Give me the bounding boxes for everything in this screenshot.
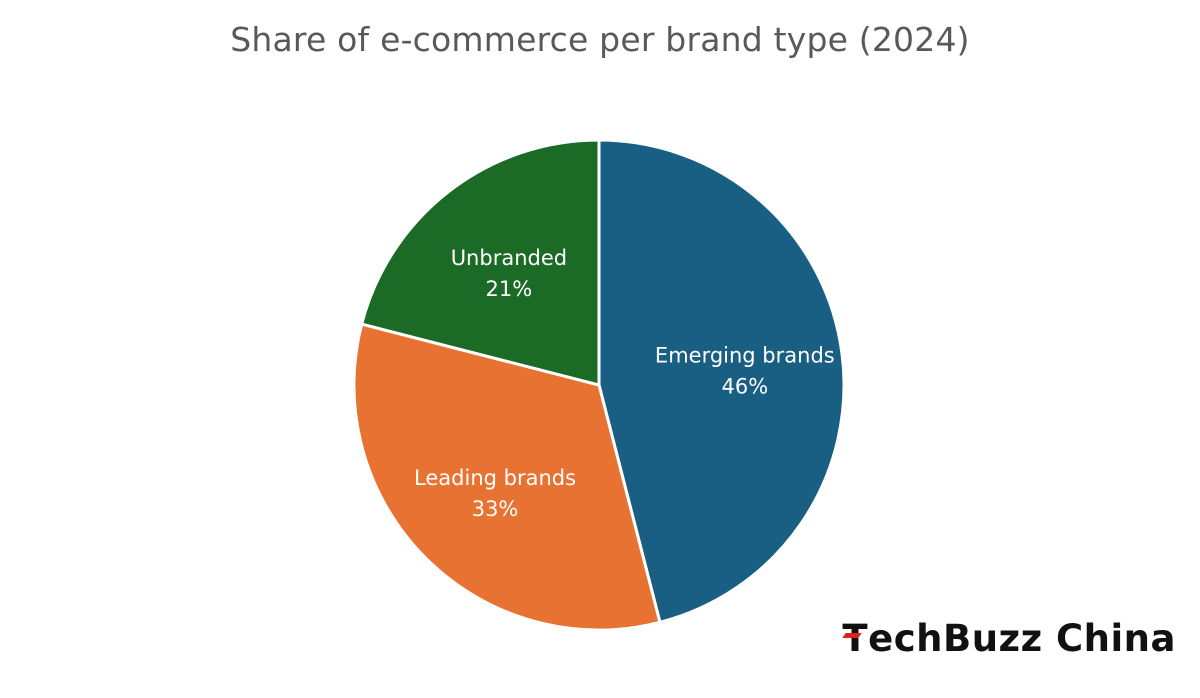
slice-name-label: Unbranded [451, 246, 567, 270]
slice-value-label: 21% [486, 277, 533, 301]
logo-rest: echBuzz China [868, 617, 1176, 660]
slice-name-label: Emerging brands [655, 344, 835, 368]
chart-title: Share of e-commerce per brand type (2024… [230, 20, 970, 59]
slice-value-label: 33% [472, 497, 519, 521]
pie-labels: Emerging brands 46% Leading brands 33% Unbra… [414, 246, 835, 521]
pie-slice-leading-brands [352, 322, 662, 632]
pie-slices [352, 138, 846, 632]
pie-slice-unbranded [360, 138, 601, 387]
slice-value-label: 46% [721, 375, 768, 399]
pie-slice-emerging-brands [597, 138, 846, 624]
techbuzz-china-logo: TechBuzz China [842, 617, 1176, 660]
logo-t-letter: T [842, 617, 869, 660]
slice-name-label: Leading brands [414, 466, 576, 490]
